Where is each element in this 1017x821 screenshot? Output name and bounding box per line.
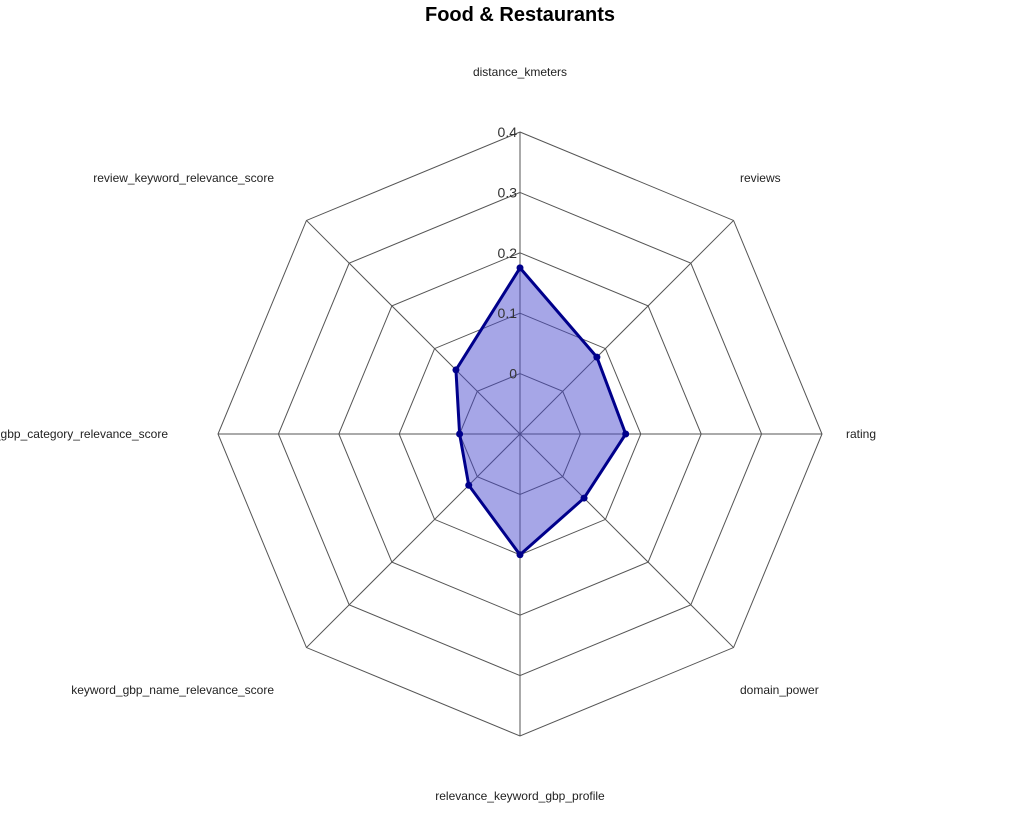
radial-tick-label: 0.1	[498, 305, 518, 321]
axis-label-reviews: reviews	[740, 171, 781, 185]
axis-label-relevance_keyword_gbp_profile: relevance_keyword_gbp_profile	[435, 789, 605, 803]
data-point-relevance_keyword_gbp_profile	[516, 551, 524, 559]
data-point-keyword_gbp_name_relevance_score	[465, 481, 473, 489]
radar-series	[452, 264, 630, 559]
series-area	[454, 266, 628, 557]
axis-label-keyword_gbp_name_relevance_score: keyword_gbp_name_relevance_score	[71, 683, 274, 697]
axis-label-rating: rating	[846, 427, 876, 441]
chart-title: Food & Restaurants	[424, 4, 616, 26]
data-point-rating	[622, 430, 630, 438]
data-point-reviews	[593, 353, 601, 361]
spoke-7	[306, 220, 521, 435]
spoke-1	[519, 220, 734, 435]
data-point-keyword_gbp_category_relevance_score	[456, 430, 464, 438]
radial-tick-label: 0	[509, 366, 517, 382]
radial-tick-label: 0.2	[498, 245, 518, 261]
spoke-5	[306, 433, 521, 648]
data-point-domain_power	[580, 494, 588, 502]
radial-tick-label: 0.3	[498, 184, 518, 200]
spoke-3	[519, 433, 734, 648]
axis-label-distance_kmeters: distance_kmeters	[473, 65, 567, 79]
radial-tick-labels: 0 0.1 0.2 0.3 0.4	[498, 124, 518, 382]
data-point-distance_kmeters	[516, 264, 524, 272]
axis-label-domain_power: domain_power	[740, 683, 819, 697]
axis-label-review_keyword_relevance_score: review_keyword_relevance_score	[93, 171, 274, 185]
radar-spokes	[218, 132, 822, 736]
axis-label-keyword_gbp_category_relevance_score: keyword_gbp_category_relevance_score	[0, 427, 168, 441]
radial-tick-label: 0.4	[498, 124, 518, 140]
data-point-review_keyword_relevance_score	[452, 366, 460, 374]
